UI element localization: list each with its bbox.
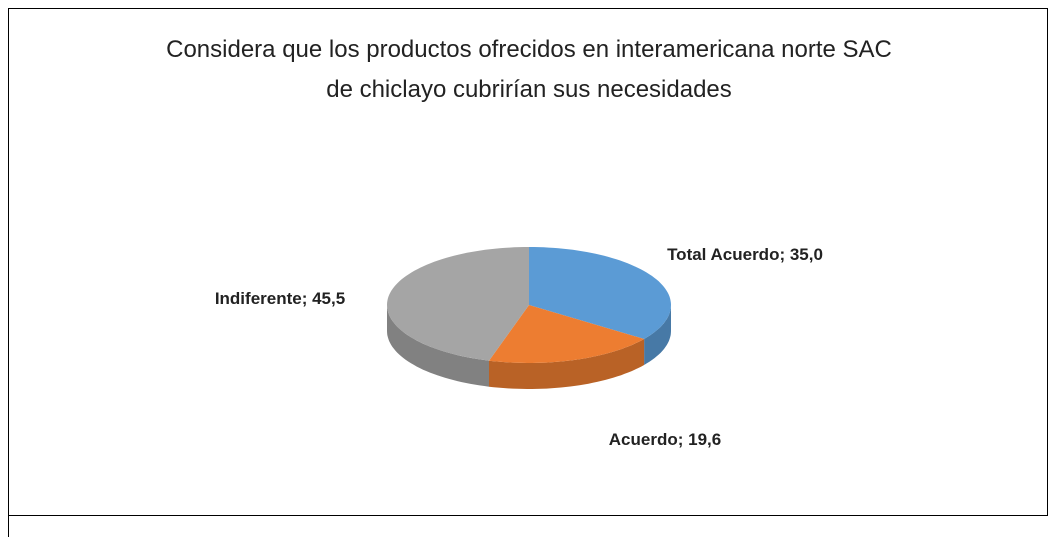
data-label: Acuerdo; 19,6 [608, 430, 722, 449]
slice [489, 305, 645, 363]
slice [529, 247, 671, 339]
slice-side [644, 305, 671, 365]
data-label: Indiferente; 45,5 [214, 289, 346, 308]
chart-title: Considera que los productos ofrecidos en… [166, 36, 892, 103]
data-label: Total Acuerdo; 35,0 [667, 245, 823, 264]
slice-side [489, 339, 645, 389]
slice [387, 247, 529, 361]
slice-side [387, 305, 489, 387]
chart-frame [8, 8, 1048, 516]
